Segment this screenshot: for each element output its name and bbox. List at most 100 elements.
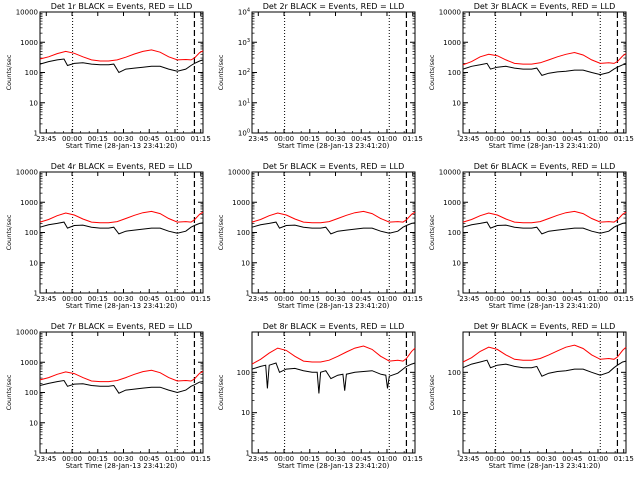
panel-3: Det 3r BLACK = Events, RED = LLD 1 10 100 10… bbox=[428, 2, 634, 150]
events-series-line bbox=[251, 221, 416, 235]
y-axis-label: Counts/sec bbox=[5, 374, 13, 410]
events-series-line bbox=[251, 362, 416, 394]
x-tick-label: 01:15 bbox=[614, 455, 634, 463]
panel-title: Det 5r BLACK = Events, RED = LLD bbox=[263, 162, 405, 171]
x-tick-label: 00:30 bbox=[113, 295, 133, 303]
panel-title: Det 8r BLACK = Events, RED = LLD bbox=[263, 322, 405, 331]
x-axis-label: Start Time (28-Jan-13 23:41:20) bbox=[489, 462, 601, 470]
y-tick-label: 10 bbox=[29, 419, 38, 427]
x-tick-label: 01:15 bbox=[403, 455, 423, 463]
x-tick-label: 00:45 bbox=[139, 455, 159, 463]
y-tick-label: 100 bbox=[238, 129, 250, 138]
x-tick-label: 00:45 bbox=[562, 295, 582, 303]
y-axis-label: Counts/sec bbox=[428, 214, 436, 250]
panel-2: Det 2r BLACK = Events, RED = LLD 100 101 10… bbox=[217, 2, 423, 150]
y-tick-label: 1 bbox=[246, 290, 250, 298]
x-tick-label: 00:30 bbox=[536, 295, 556, 303]
lld-series-line bbox=[251, 210, 416, 224]
y-tick-label: 1000 bbox=[443, 199, 461, 207]
x-tick-label: 01:15 bbox=[191, 455, 211, 463]
x-tick-label: 00:45 bbox=[351, 455, 371, 463]
x-tick-label: 00:30 bbox=[325, 295, 345, 303]
y-tick-label: 10000 bbox=[16, 9, 38, 17]
x-tick-label: 23:45 bbox=[248, 455, 268, 463]
plot-frame bbox=[251, 331, 416, 454]
y-axis-label: Counts/sec bbox=[428, 54, 436, 90]
x-tick-label: 00:00 bbox=[62, 135, 82, 143]
events-series-line bbox=[39, 379, 204, 394]
x-tick-label: 01:15 bbox=[191, 135, 211, 143]
x-tick-label: 00:00 bbox=[62, 295, 82, 303]
panel-8: Det 8r BLACK = Events, RED = LLD 1 10 100 23… bbox=[217, 322, 423, 470]
panel-9: Det 9r BLACK = Events, RED = LLD 1 10 100 23… bbox=[428, 322, 634, 470]
x-axis-label: Start Time (28-Jan-13 23:41:20) bbox=[489, 302, 601, 310]
y-tick-label: 10000 bbox=[439, 9, 461, 17]
panel-title: Det 6r BLACK = Events, RED = LLD bbox=[474, 162, 616, 171]
y-tick-label: 10 bbox=[452, 409, 461, 417]
y-axis-label: Counts/sec bbox=[5, 214, 13, 250]
lld-series-line bbox=[39, 210, 204, 224]
y-tick-label: 10000 bbox=[439, 169, 461, 177]
x-tick-label: 23:45 bbox=[36, 295, 56, 303]
y-tick-label: 1000 bbox=[20, 39, 38, 47]
x-tick-label: 23:45 bbox=[459, 295, 479, 303]
panel-title: Det 2r BLACK = Events, RED = LLD bbox=[263, 2, 405, 11]
x-tick-label: 00:45 bbox=[351, 135, 371, 143]
x-tick-label: 01:00 bbox=[165, 455, 185, 463]
y-axis-label: Counts/sec bbox=[5, 54, 13, 90]
y-tick-label: 102 bbox=[238, 68, 250, 77]
y-tick-label: 103 bbox=[238, 38, 250, 47]
panel-4: Det 4r BLACK = Events, RED = LLD 1 10 100 10… bbox=[5, 162, 211, 310]
lld-series-line bbox=[462, 344, 627, 363]
x-tick-label: 00:45 bbox=[351, 295, 371, 303]
y-axis-label: Counts/sec bbox=[217, 54, 225, 90]
plot-frame bbox=[39, 11, 204, 134]
lld-series-line bbox=[251, 345, 416, 365]
plot-frame bbox=[462, 331, 627, 454]
x-axis-label: Start Time (28-Jan-13 23:41:20) bbox=[66, 302, 178, 310]
y-tick-label: 1 bbox=[34, 130, 38, 138]
y-tick-label: 100 bbox=[25, 69, 38, 77]
y-tick-label: 10 bbox=[452, 99, 461, 107]
x-tick-label: 00:15 bbox=[300, 455, 320, 463]
x-tick-label: 00:30 bbox=[536, 455, 556, 463]
x-axis-label: Start Time (28-Jan-13 23:41:20) bbox=[278, 142, 390, 150]
y-tick-label: 1 bbox=[34, 290, 38, 298]
y-tick-label: 100 bbox=[448, 69, 461, 77]
y-tick-label: 100 bbox=[25, 389, 38, 397]
x-tick-label: 01:00 bbox=[165, 295, 185, 303]
panel-5: Det 5r BLACK = Events, RED = LLD 1 10 100 10… bbox=[217, 162, 423, 310]
x-tick-label: 00:15 bbox=[88, 135, 108, 143]
x-axis-label: Start Time (28-Jan-13 23:41:20) bbox=[278, 302, 390, 310]
y-tick-label: 10 bbox=[241, 409, 250, 417]
y-tick-label: 1 bbox=[246, 450, 250, 458]
y-tick-label: 10000 bbox=[16, 169, 38, 177]
y-tick-label: 100 bbox=[448, 369, 461, 377]
lld-series-line bbox=[462, 210, 627, 224]
panel-title: Det 4r BLACK = Events, RED = LLD bbox=[51, 162, 193, 171]
x-tick-label: 00:15 bbox=[88, 455, 108, 463]
x-tick-label: 01:00 bbox=[165, 135, 185, 143]
x-axis-label: Start Time (28-Jan-13 23:41:20) bbox=[66, 142, 178, 150]
y-tick-label: 10 bbox=[29, 259, 38, 267]
x-tick-label: 00:00 bbox=[274, 135, 294, 143]
y-tick-label: 100 bbox=[448, 229, 461, 237]
x-tick-label: 00:00 bbox=[274, 455, 294, 463]
x-tick-label: 23:45 bbox=[36, 135, 56, 143]
x-tick-label: 01:00 bbox=[588, 455, 608, 463]
lld-series-line bbox=[39, 49, 204, 62]
lld-series-line bbox=[39, 369, 204, 383]
panel-7: Det 7r BLACK = Events, RED = LLD 1 10 100 10… bbox=[5, 322, 211, 470]
events-series-line bbox=[39, 58, 204, 74]
y-tick-label: 10 bbox=[452, 259, 461, 267]
y-tick-label: 10 bbox=[241, 259, 250, 267]
y-tick-label: 10000 bbox=[228, 169, 250, 177]
x-tick-label: 00:30 bbox=[536, 135, 556, 143]
y-tick-label: 100 bbox=[237, 229, 250, 237]
x-tick-label: 00:45 bbox=[139, 295, 159, 303]
panel-title: Det 7r BLACK = Events, RED = LLD bbox=[51, 322, 193, 331]
panel-title: Det 1r BLACK = Events, RED = LLD bbox=[51, 2, 193, 11]
x-tick-label: 00:15 bbox=[88, 295, 108, 303]
x-tick-label: 00:00 bbox=[485, 295, 505, 303]
x-tick-label: 01:00 bbox=[377, 295, 397, 303]
